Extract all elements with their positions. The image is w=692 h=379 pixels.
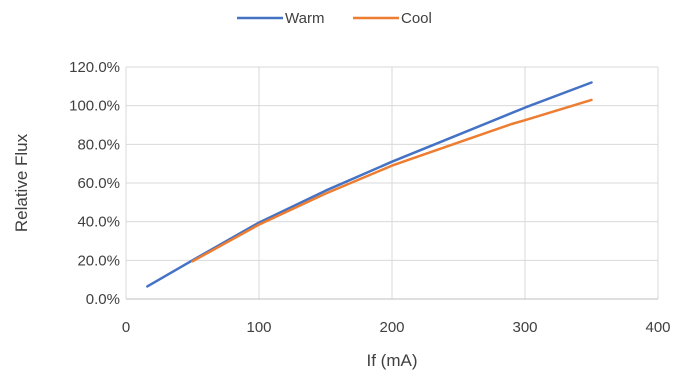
y-tick-label: 40.0% [77,214,120,231]
x-tick-label: 300 [512,319,537,336]
grid-lines [125,66,659,300]
x-tick-label: 0 [122,319,130,336]
y-tick-label: 120.0% [69,59,120,76]
x-axis-title: If (mA) [367,351,418,370]
y-tick-label: 80.0% [77,136,120,153]
legend-label-warm: Warm [285,10,324,27]
y-tick-label: 60.0% [77,175,120,192]
y-tick-label: 0.0% [86,291,120,308]
x-tick-label: 200 [379,319,404,336]
series-line-cool [191,98,593,263]
x-tick-label: 100 [246,319,271,336]
x-tick-label: 400 [645,319,670,336]
y-tick-label: 100.0% [69,98,120,115]
axes [125,67,658,300]
tick-labels: 0.0% 20.0% 40.0% 60.0% 80.0% 100.0% 120.0% 0 100… [69,59,670,336]
series-layer [146,81,593,288]
legend: Warm Cool [237,10,432,27]
y-tick-label: 20.0% [77,252,120,269]
y-axis-title: Relative Flux [12,133,31,232]
legend-label-cool: Cool [401,10,432,27]
